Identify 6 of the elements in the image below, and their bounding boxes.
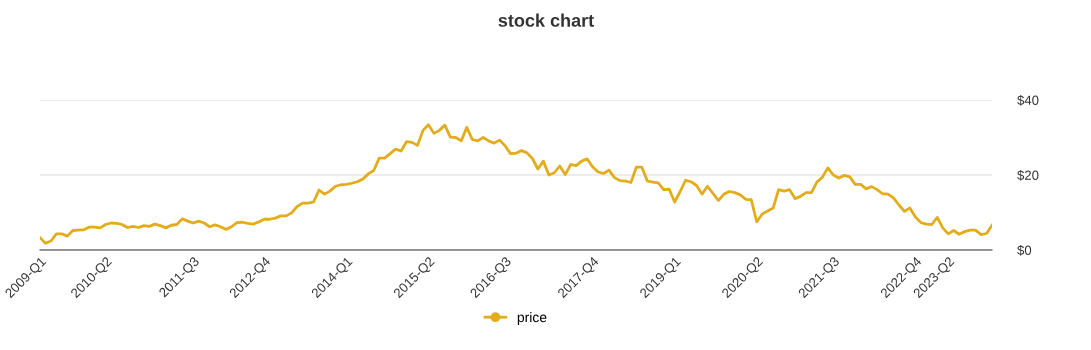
legend-label: price xyxy=(517,312,547,325)
chart-title: stock chart xyxy=(498,13,594,27)
y-tick-label: $40 xyxy=(1017,95,1039,106)
line-series xyxy=(40,123,992,245)
y-tick-label: $0 xyxy=(1017,245,1032,256)
y-tick-label: $20 xyxy=(1017,170,1039,181)
